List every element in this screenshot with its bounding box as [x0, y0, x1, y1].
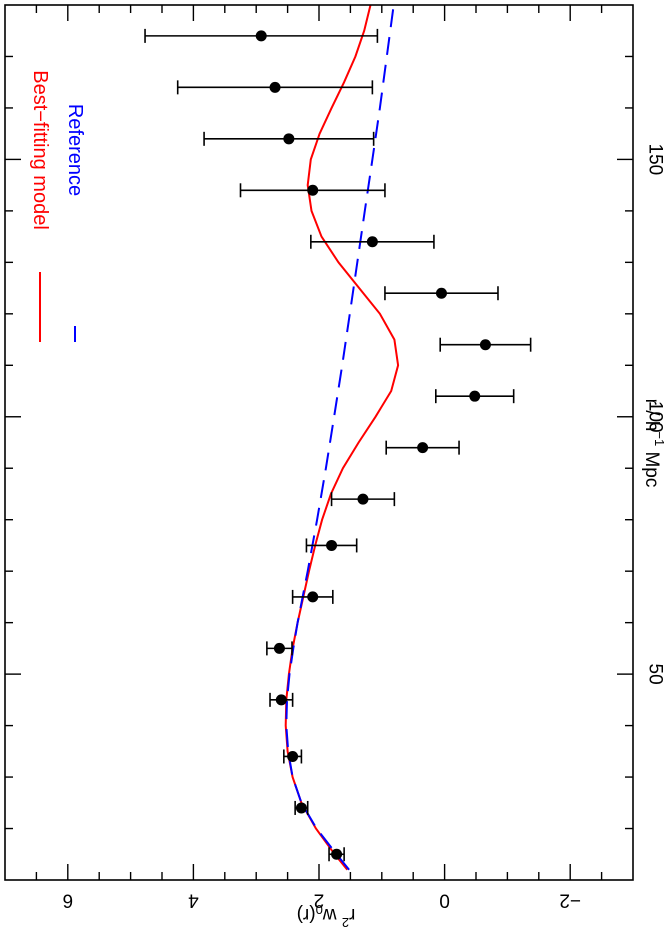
data-point-group [384, 286, 499, 301]
data-point-group [176, 80, 374, 95]
data-point [255, 30, 267, 42]
data-point-group [283, 749, 303, 764]
data-point [435, 287, 447, 299]
data-point-group [203, 131, 375, 146]
data-point [307, 591, 319, 603]
data-point-group [239, 183, 386, 198]
y-tick-label: 2 [314, 890, 325, 911]
data-point-group [305, 538, 358, 553]
x-tick-label: 150 [645, 144, 666, 176]
data-point-group [385, 440, 460, 455]
data-point-group [266, 641, 293, 656]
y-axis-title: r2 w0(r) [297, 903, 356, 931]
data-point [331, 848, 343, 860]
y-tick-label: 4 [188, 890, 199, 911]
y-axis-title-mid: w [323, 905, 342, 926]
data-point [326, 539, 338, 551]
y-tick-label: −2 [559, 890, 581, 911]
data-point [283, 133, 295, 145]
y-tick-label: 6 [63, 890, 74, 911]
data-point-group [294, 800, 309, 815]
data-point [295, 802, 307, 814]
data-point-group [144, 28, 379, 43]
data-point [307, 184, 319, 196]
y-axis-title-sup: 2 [342, 916, 349, 931]
legend-label: Reference [64, 104, 86, 196]
data-point [366, 236, 378, 248]
data-point [417, 442, 429, 454]
data-point [269, 81, 281, 93]
data-point-group [439, 337, 532, 352]
y-axis-title-sub: 0 [316, 903, 323, 918]
data-point-group [330, 492, 396, 507]
x-tick-label: 50 [645, 664, 666, 685]
data-point-group [269, 692, 294, 707]
legend-item: Reference [64, 104, 86, 342]
x-axis-title-main: r / h [642, 399, 663, 432]
y-tick-label: 0 [439, 890, 450, 911]
data-point [479, 339, 491, 351]
y-axis-title-tail: (r) [297, 905, 316, 926]
x-tick-label: 100 [645, 401, 666, 433]
plot-area [144, 5, 532, 871]
data-point-group [291, 589, 334, 604]
data-point [287, 750, 299, 762]
data-point [273, 642, 285, 654]
data-point [275, 694, 287, 706]
legend-label: Best−fitting model [29, 70, 51, 230]
legend-item: Best−fitting model [29, 70, 51, 342]
x-axis-title-sup: −1 [653, 431, 668, 446]
data-point [469, 390, 481, 402]
series-line-0 [284, 5, 400, 871]
data-point-group [328, 847, 345, 862]
series-line-1 [285, 5, 395, 871]
data-point-group [435, 389, 515, 404]
x-axis-title-tail: Mpc [642, 446, 663, 487]
axes [4, 4, 634, 881]
legend: Best−fitting model Reference [29, 70, 86, 342]
data-point-group [310, 234, 435, 249]
x-axis-title: r / h−1 Mpc [642, 399, 668, 488]
y-axis-title-base: r [348, 905, 355, 926]
data-point [357, 493, 369, 505]
